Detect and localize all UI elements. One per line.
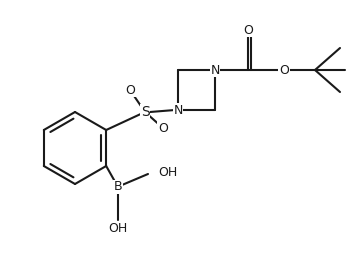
Text: O: O (158, 122, 168, 134)
Text: O: O (279, 63, 289, 77)
Text: O: O (243, 23, 253, 36)
Text: OH: OH (108, 222, 128, 235)
Text: N: N (173, 103, 183, 117)
Text: B: B (114, 181, 122, 194)
Text: OH: OH (158, 165, 177, 179)
Text: S: S (141, 105, 149, 119)
Text: O: O (125, 84, 135, 96)
Text: N: N (210, 63, 220, 77)
